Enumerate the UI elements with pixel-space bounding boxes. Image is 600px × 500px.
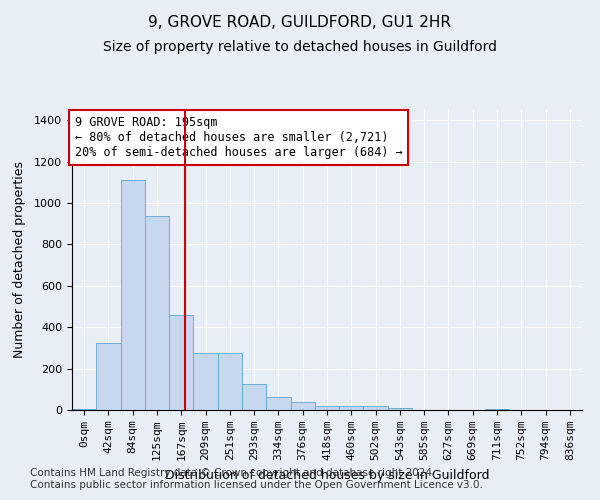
Y-axis label: Number of detached properties: Number of detached properties <box>13 162 26 358</box>
Text: Contains public sector information licensed under the Open Government Licence v3: Contains public sector information licen… <box>30 480 483 490</box>
Bar <box>485 409 509 410</box>
Bar <box>290 402 315 410</box>
Bar <box>315 406 339 410</box>
Bar <box>145 216 169 410</box>
Text: Contains HM Land Registry data © Crown copyright and database right 2024.: Contains HM Land Registry data © Crown c… <box>30 468 436 477</box>
X-axis label: Distribution of detached houses by size in Guildford: Distribution of detached houses by size … <box>165 468 489 481</box>
Bar <box>193 353 218 410</box>
Bar <box>242 384 266 410</box>
Bar <box>266 396 290 410</box>
Bar <box>96 343 121 410</box>
Bar <box>339 406 364 410</box>
Text: Size of property relative to detached houses in Guildford: Size of property relative to detached ho… <box>103 40 497 54</box>
Text: 9 GROVE ROAD: 195sqm
← 80% of detached houses are smaller (2,721)
20% of semi-de: 9 GROVE ROAD: 195sqm ← 80% of detached h… <box>74 116 403 159</box>
Bar <box>388 408 412 410</box>
Bar <box>364 406 388 410</box>
Text: 9, GROVE ROAD, GUILDFORD, GU1 2HR: 9, GROVE ROAD, GUILDFORD, GU1 2HR <box>149 15 452 30</box>
Bar <box>121 180 145 410</box>
Bar <box>72 409 96 410</box>
Bar <box>169 315 193 410</box>
Bar <box>218 353 242 410</box>
